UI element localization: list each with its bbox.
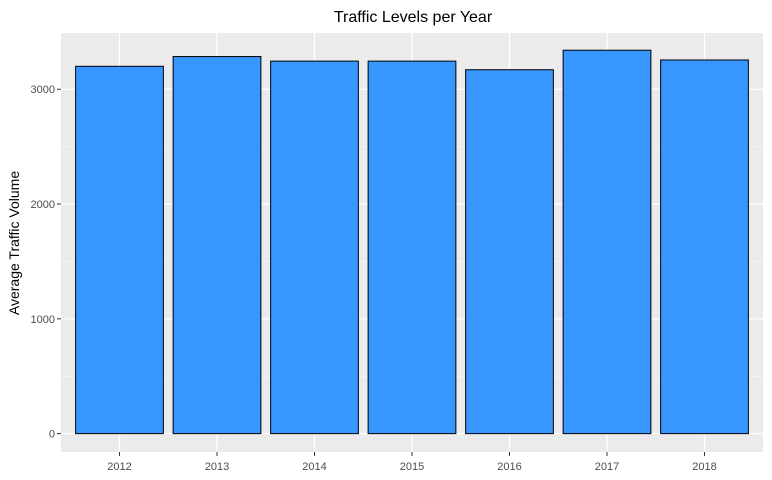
x-tick-label: 2014 xyxy=(302,461,326,473)
y-tick-label: 1000 xyxy=(31,314,55,326)
bar-2013 xyxy=(172,56,262,435)
x-axis-ticks: 2012 2013 2014 2015 2016 2017 2018 xyxy=(107,452,717,473)
y-axis-title: Average Traffic Volume xyxy=(6,171,22,315)
x-tick-label: 2017 xyxy=(595,461,619,473)
x-tick-label: 2015 xyxy=(400,461,424,473)
x-tick-label: 2018 xyxy=(692,461,716,473)
bar-2015 xyxy=(367,60,457,435)
chart-title: Traffic Levels per Year xyxy=(334,9,493,26)
bar-2014 xyxy=(270,60,359,435)
y-tick-label: 2000 xyxy=(31,199,55,211)
y-axis-ticks: 0 1000 2000 3000 xyxy=(31,84,61,441)
x-tick-label: 2013 xyxy=(205,461,229,473)
bar-2016 xyxy=(465,69,554,435)
x-tick-label: 2012 xyxy=(107,461,131,473)
bars xyxy=(75,49,749,435)
bar-2018 xyxy=(660,59,749,435)
y-tick-label: 0 xyxy=(49,429,55,441)
bar-2017 xyxy=(562,49,652,435)
y-tick-label: 3000 xyxy=(31,84,55,96)
x-tick-label: 2016 xyxy=(497,461,521,473)
bar-2012 xyxy=(75,65,164,435)
